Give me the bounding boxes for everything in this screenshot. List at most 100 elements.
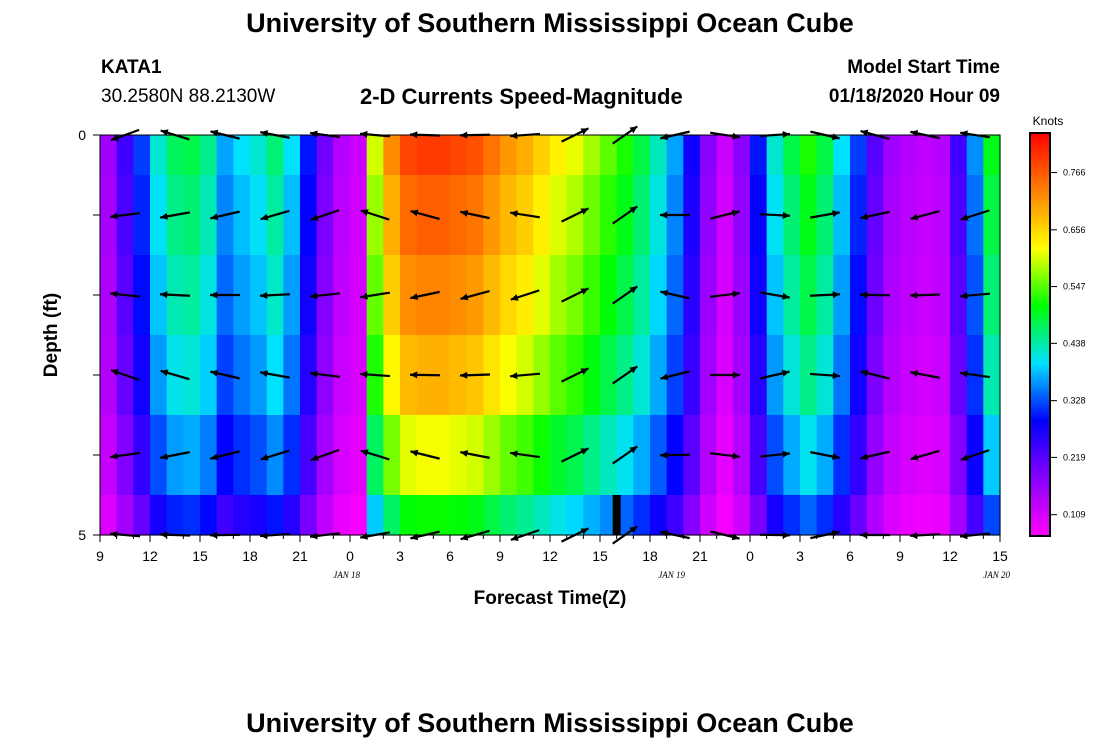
heatmap-cell (900, 255, 918, 336)
heatmap-cell (283, 415, 301, 496)
current-arrowhead (660, 211, 668, 219)
heatmap-cell (333, 335, 351, 416)
colorbar-tick-label: 0.547 (1063, 282, 1086, 292)
colorbar-tick-label: 0.438 (1063, 338, 1086, 348)
heatmap-cell (250, 335, 268, 416)
heatmap-cell (850, 135, 868, 176)
heatmap-cell (633, 335, 651, 416)
heatmap-cell (933, 175, 951, 256)
heatmap-cell (800, 135, 818, 176)
station-coordinates: 30.2580N 88.2130W (101, 86, 276, 107)
heatmap-cell (766, 495, 784, 536)
heatmap-cell (750, 135, 768, 176)
current-arrowhead (110, 290, 118, 298)
heatmap-cell (233, 255, 251, 336)
heatmap-cell (533, 415, 551, 496)
x-tick-label: 6 (446, 548, 454, 564)
black-marker (612, 495, 621, 535)
heatmap-cell (433, 495, 451, 536)
heatmap-cell (650, 495, 668, 536)
heatmap-cell (733, 415, 751, 496)
heatmap-cell (683, 415, 701, 496)
current-arrowhead (260, 532, 268, 540)
heatmap-cell (683, 255, 701, 336)
current-arrowhead (310, 370, 318, 378)
heatmap-cell (983, 495, 1001, 536)
heatmap-cell (600, 175, 618, 256)
heatmap-cell (650, 175, 668, 256)
heatmap-cell (433, 255, 451, 336)
heatmap-cell (350, 175, 368, 256)
current-arrowhead (210, 291, 218, 299)
heatmap-cell (583, 255, 601, 336)
current-arrowhead (629, 446, 638, 454)
heatmap-cell (566, 495, 584, 536)
x-tick-label: 21 (692, 548, 708, 564)
model-start-label: Model Start Time (847, 57, 1000, 78)
current-arrowhead (580, 128, 589, 135)
current-arrowhead (860, 291, 868, 299)
heatmap-cell (750, 415, 768, 496)
heatmap-cell (250, 175, 268, 256)
heatmap-cell (700, 415, 718, 496)
current-arrowhead (360, 449, 369, 457)
heatmap-cell (400, 255, 418, 336)
current-arrowhead (910, 370, 919, 377)
heatmap-cell (883, 135, 901, 176)
x-tick-label: 15 (992, 548, 1008, 564)
current-arrowhead (110, 212, 118, 220)
heatmap-cell (133, 415, 151, 496)
heatmap-cell (983, 175, 1001, 256)
current-arrowhead (660, 451, 668, 459)
heatmap-cell (233, 495, 251, 536)
heatmap-cell (450, 135, 468, 176)
heatmap-cell (783, 255, 801, 336)
current-arrowhead (310, 214, 319, 221)
heatmap-cell (433, 335, 451, 416)
heatmap-cell (716, 135, 734, 176)
current-arrowhead (110, 530, 118, 538)
current-arrowhead (960, 214, 969, 221)
heatmap-cell (700, 495, 718, 536)
heatmap-cell (200, 255, 218, 336)
heatmap-cell (633, 135, 651, 176)
heatmap-cell (750, 335, 768, 416)
heatmap-cell (500, 255, 518, 336)
heatmap-cell (950, 255, 968, 336)
heatmap-cell (200, 135, 218, 176)
heatmap-cell (116, 135, 134, 176)
current-arrowhead (629, 126, 638, 134)
x-tick-label: 6 (846, 548, 854, 564)
heatmap-cell (666, 135, 684, 176)
current-arrowhead (732, 452, 740, 460)
heatmap-cell (733, 135, 751, 176)
x-date-label: JAN 18 (333, 570, 360, 580)
y-axis-label: Depth (ft) (41, 293, 62, 377)
current-arrowhead (410, 371, 418, 379)
x-tick-label: 12 (142, 548, 158, 564)
heatmap-cell (983, 255, 1001, 336)
heatmap-cell (866, 135, 884, 176)
current-arrowhead (260, 370, 268, 378)
heatmap-cell (900, 135, 918, 176)
heatmap-cell (383, 335, 401, 416)
current-arrowhead (110, 134, 119, 141)
heatmap-cell (700, 255, 718, 336)
heatmap-cell (750, 175, 768, 256)
colorbar-tick-label: 0.656 (1063, 225, 1086, 235)
current-arrowhead (782, 292, 790, 300)
heatmap-cell (550, 495, 568, 536)
heatmap-cell (383, 415, 401, 496)
x-tick-label: 9 (96, 548, 104, 564)
heatmap-cell (333, 495, 351, 536)
current-arrowhead (580, 288, 589, 295)
current-arrowhead (310, 292, 318, 300)
heatmap-cell (950, 415, 968, 496)
heatmap-cell (283, 175, 301, 256)
current-arrowhead (732, 371, 740, 379)
colorbar-tick-label: 0.109 (1063, 510, 1086, 520)
heatmap-cell (166, 135, 184, 176)
heatmap-cell (550, 415, 568, 496)
heatmap-cell (550, 255, 568, 336)
current-arrowhead (580, 368, 589, 375)
